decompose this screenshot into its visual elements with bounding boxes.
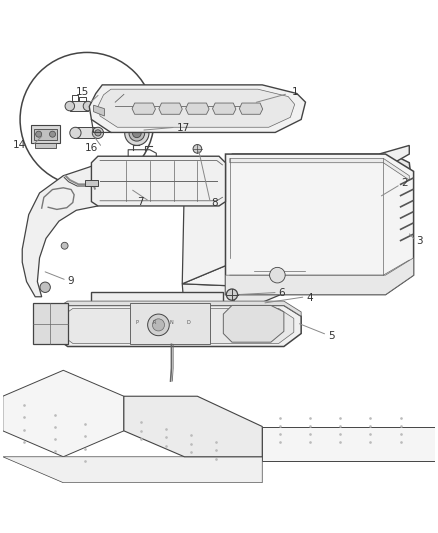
Polygon shape	[92, 156, 226, 206]
Polygon shape	[98, 89, 295, 127]
Polygon shape	[85, 180, 98, 186]
Text: 2: 2	[402, 178, 408, 188]
Polygon shape	[3, 457, 262, 483]
Polygon shape	[230, 158, 409, 180]
Text: 1: 1	[292, 87, 298, 97]
Text: 8: 8	[211, 198, 218, 208]
Text: 16: 16	[85, 143, 98, 154]
Polygon shape	[3, 370, 124, 457]
Polygon shape	[33, 303, 67, 344]
Polygon shape	[92, 293, 223, 314]
Circle shape	[35, 131, 42, 137]
Polygon shape	[182, 223, 379, 286]
Circle shape	[95, 130, 101, 136]
Polygon shape	[159, 103, 182, 114]
Polygon shape	[50, 301, 301, 316]
Circle shape	[226, 289, 237, 300]
Circle shape	[20, 52, 154, 187]
Text: 14: 14	[13, 140, 27, 150]
Text: N: N	[170, 320, 173, 325]
Text: 9: 9	[67, 276, 74, 286]
Text: 17: 17	[177, 123, 190, 133]
Polygon shape	[124, 396, 262, 457]
Polygon shape	[182, 284, 234, 314]
Circle shape	[129, 126, 145, 141]
Circle shape	[40, 282, 50, 293]
Polygon shape	[182, 172, 327, 284]
Circle shape	[70, 127, 81, 139]
Polygon shape	[31, 125, 60, 143]
Circle shape	[125, 121, 149, 146]
Polygon shape	[75, 127, 98, 139]
Text: R: R	[152, 320, 156, 325]
Text: D: D	[187, 320, 191, 325]
Text: 3: 3	[417, 237, 423, 246]
Text: 5: 5	[328, 330, 335, 341]
Circle shape	[133, 129, 141, 138]
Circle shape	[92, 127, 103, 139]
Text: 4: 4	[307, 293, 314, 303]
Circle shape	[270, 268, 285, 283]
Text: 7: 7	[137, 198, 144, 207]
Polygon shape	[50, 305, 301, 346]
Circle shape	[65, 101, 74, 111]
Polygon shape	[70, 101, 88, 111]
Circle shape	[148, 314, 169, 336]
Text: 15: 15	[76, 87, 89, 97]
Polygon shape	[34, 128, 57, 140]
Circle shape	[152, 319, 165, 331]
Circle shape	[193, 144, 202, 153]
Circle shape	[61, 243, 68, 249]
Polygon shape	[226, 258, 413, 295]
Polygon shape	[94, 105, 104, 116]
Circle shape	[83, 101, 93, 111]
Polygon shape	[58, 309, 294, 343]
Polygon shape	[262, 426, 435, 461]
Polygon shape	[212, 103, 236, 114]
Polygon shape	[132, 103, 155, 114]
Polygon shape	[131, 303, 210, 344]
Polygon shape	[186, 103, 209, 114]
Polygon shape	[234, 225, 379, 314]
Polygon shape	[22, 163, 100, 297]
Polygon shape	[223, 305, 284, 342]
Polygon shape	[344, 154, 411, 225]
Polygon shape	[379, 197, 409, 254]
Polygon shape	[226, 154, 413, 295]
Circle shape	[49, 131, 56, 137]
Polygon shape	[239, 103, 263, 114]
Polygon shape	[232, 146, 409, 172]
Polygon shape	[89, 85, 305, 132]
Text: P: P	[135, 320, 138, 325]
Polygon shape	[35, 143, 56, 149]
Text: 6: 6	[279, 288, 285, 298]
